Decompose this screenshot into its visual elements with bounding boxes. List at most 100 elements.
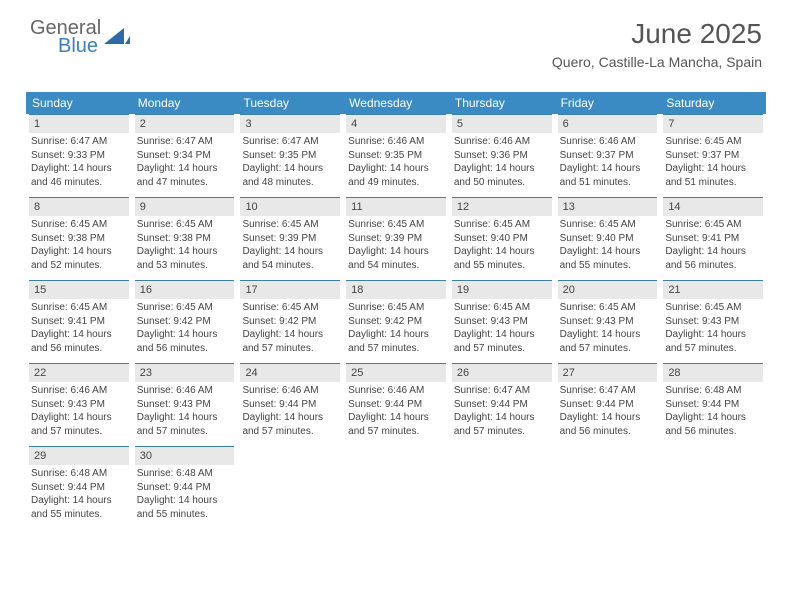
day-cell: 28Sunrise: 6:48 AMSunset: 9:44 PMDayligh… — [660, 363, 766, 446]
sunrise-text: Sunrise: 6:45 AM — [242, 301, 338, 315]
daylight-text: Daylight: 14 hours and 57 minutes. — [454, 328, 550, 355]
daylight-text: Daylight: 14 hours and 55 minutes. — [31, 494, 127, 521]
day-number: 17 — [240, 280, 340, 299]
day-content: Sunrise: 6:47 AMSunset: 9:44 PMDaylight:… — [452, 384, 552, 438]
day-cell: 22 Sunrise: 6:46 AMSunset: 9:43 PMDayligh… — [26, 363, 132, 446]
sunset-text: Sunset: 9:44 PM — [454, 398, 550, 412]
sunset-text: Sunset: 9:40 PM — [454, 232, 550, 246]
daylight-text: Daylight: 14 hours and 48 minutes. — [242, 162, 338, 189]
daylight-text: Daylight: 14 hours and 49 minutes. — [348, 162, 444, 189]
daylight-text: Daylight: 14 hours and 56 minutes. — [137, 328, 233, 355]
sunrise-text: Sunrise: 6:45 AM — [454, 301, 550, 315]
sunrise-text: Sunrise: 6:46 AM — [31, 384, 127, 398]
day-number: 15 — [29, 280, 129, 299]
day-content: Sunrise: 6:45 AMSunset: 9:38 PMDaylight:… — [29, 218, 129, 272]
day-cell: 9 Sunrise: 6:45 AMSunset: 9:38 PMDaylight… — [132, 197, 238, 280]
day-number: 22 — [29, 363, 129, 382]
logo: General Blue — [30, 18, 130, 56]
day-cell: 18Sunrise: 6:45 AMSunset: 9:42 PMDayligh… — [343, 280, 449, 363]
day-content: Sunrise: 6:47 AMSunset: 9:34 PMDaylight:… — [135, 135, 235, 189]
day-cell: 6 Sunrise: 6:46 AMSunset: 9:37 PMDaylight… — [555, 114, 661, 197]
sunrise-text: Sunrise: 6:45 AM — [454, 218, 550, 232]
day-number: 6 — [558, 114, 658, 133]
day-number: 4 — [346, 114, 446, 133]
day-cell: 13 Sunrise: 6:45 AMSunset: 9:40 PMDayligh… — [555, 197, 661, 280]
day-number: 26 — [452, 363, 552, 382]
day-cell: 30Sunrise: 6:48 AMSunset: 9:44 PMDayligh… — [132, 446, 238, 529]
daylight-text: Daylight: 14 hours and 50 minutes. — [454, 162, 550, 189]
week-row: 29Sunrise: 6:48 AMSunset: 9:44 PMDayligh… — [26, 446, 766, 529]
sunrise-text: Sunrise: 6:46 AM — [348, 135, 444, 149]
day-cell: 26 Sunrise: 6:47 AMSunset: 9:44 PMDayligh… — [449, 363, 555, 446]
day-cell: 27Sunrise: 6:47 AMSunset: 9:44 PMDayligh… — [555, 363, 661, 446]
day-number: 9 — [135, 197, 235, 216]
day-number: 21 — [663, 280, 763, 299]
sunrise-text: Sunrise: 6:45 AM — [665, 218, 761, 232]
day-number: 12 — [452, 197, 552, 216]
day-cell: 8Sunrise: 6:45 AMSunset: 9:38 PMDaylight… — [26, 197, 132, 280]
sunrise-text: Sunrise: 6:45 AM — [31, 218, 127, 232]
daylight-text: Daylight: 14 hours and 52 minutes. — [31, 245, 127, 272]
daylight-text: Daylight: 14 hours and 57 minutes. — [560, 328, 656, 355]
daylight-text: Daylight: 14 hours and 54 minutes. — [348, 245, 444, 272]
daylight-text: Daylight: 14 hours and 57 minutes. — [137, 411, 233, 438]
sunset-text: Sunset: 9:40 PM — [560, 232, 656, 246]
sunset-text: Sunset: 9:43 PM — [665, 315, 761, 329]
day-cell: 23Sunrise: 6:46 AMSunset: 9:43 PMDayligh… — [132, 363, 238, 446]
day-cell: 2 Sunrise: 6:47 AMSunset: 9:34 PMDaylight… — [132, 114, 238, 197]
day-content: Sunrise: 6:46 AMSunset: 9:43 PMDaylight:… — [29, 384, 129, 438]
sunset-text: Sunset: 9:37 PM — [665, 149, 761, 163]
sunset-text: Sunset: 9:38 PM — [31, 232, 127, 246]
day-content: Sunrise: 6:45 AMSunset: 9:43 PMDaylight:… — [452, 301, 552, 355]
triangle-icon — [104, 26, 130, 51]
page-title: June 2025 — [552, 18, 762, 50]
sunrise-text: Sunrise: 6:47 AM — [242, 135, 338, 149]
daylight-text: Daylight: 14 hours and 55 minutes. — [454, 245, 550, 272]
day-number: 13 — [558, 197, 658, 216]
logo-text-2: Blue — [58, 36, 101, 56]
day-content: Sunrise: 6:45 AMSunset: 9:40 PMDaylight:… — [558, 218, 658, 272]
sunrise-text: Sunrise: 6:45 AM — [665, 135, 761, 149]
day-cell: 25Sunrise: 6:46 AMSunset: 9:44 PMDayligh… — [343, 363, 449, 446]
day-number: 28 — [663, 363, 763, 382]
sunset-text: Sunset: 9:42 PM — [137, 315, 233, 329]
day-content: Sunrise: 6:46 AMSunset: 9:35 PMDaylight:… — [346, 135, 446, 189]
day-content: Sunrise: 6:45 AMSunset: 9:42 PMDaylight:… — [346, 301, 446, 355]
day-cell: 24Sunrise: 6:46 AMSunset: 9:44 PMDayligh… — [237, 363, 343, 446]
day-number: 2 — [135, 114, 235, 133]
sunrise-text: Sunrise: 6:45 AM — [242, 218, 338, 232]
day-number: 3 — [240, 114, 340, 133]
daylight-text: Daylight: 14 hours and 57 minutes. — [242, 411, 338, 438]
day-number: 19 — [452, 280, 552, 299]
sunset-text: Sunset: 9:39 PM — [242, 232, 338, 246]
day-cell: 3Sunrise: 6:47 AMSunset: 9:35 PMDaylight… — [237, 114, 343, 197]
sunset-text: Sunset: 9:43 PM — [454, 315, 550, 329]
sunrise-text: Sunrise: 6:48 AM — [665, 384, 761, 398]
sunrise-text: Sunrise: 6:45 AM — [560, 218, 656, 232]
day-number: 25 — [346, 363, 446, 382]
day-number: 1 — [29, 114, 129, 133]
day-cell: 5Sunrise: 6:46 AMSunset: 9:36 PMDaylight… — [449, 114, 555, 197]
day-content: Sunrise: 6:45 AMSunset: 9:38 PMDaylight:… — [135, 218, 235, 272]
day-content: Sunrise: 6:45 AMSunset: 9:42 PMDaylight:… — [240, 301, 340, 355]
weekday-header: Tuesday — [237, 92, 343, 114]
daylight-text: Daylight: 14 hours and 55 minutes. — [560, 245, 656, 272]
logo-text: General Blue — [30, 18, 101, 56]
day-cell: 15Sunrise: 6:45 AMSunset: 9:41 PMDayligh… — [26, 280, 132, 363]
day-number: 23 — [135, 363, 235, 382]
daylight-text: Daylight: 14 hours and 46 minutes. — [31, 162, 127, 189]
day-cell: 10Sunrise: 6:45 AMSunset: 9:39 PMDayligh… — [237, 197, 343, 280]
weekday-header: Monday — [132, 92, 238, 114]
day-cell: 1Sunrise: 6:47 AMSunset: 9:33 PMDaylight… — [26, 114, 132, 197]
daylight-text: Daylight: 14 hours and 57 minutes. — [665, 328, 761, 355]
day-cell: 12 Sunrise: 6:45 AMSunset: 9:40 PMDayligh… — [449, 197, 555, 280]
day-number: 14 — [663, 197, 763, 216]
day-content: Sunrise: 6:45 AMSunset: 9:39 PMDaylight:… — [346, 218, 446, 272]
sunset-text: Sunset: 9:35 PM — [348, 149, 444, 163]
day-number: 11 — [346, 197, 446, 216]
sunrise-text: Sunrise: 6:45 AM — [348, 218, 444, 232]
day-cell: 14Sunrise: 6:45 AMSunset: 9:41 PMDayligh… — [660, 197, 766, 280]
sunrise-text: Sunrise: 6:46 AM — [348, 384, 444, 398]
day-content: Sunrise: 6:46 AMSunset: 9:37 PMDaylight:… — [558, 135, 658, 189]
sunrise-text: Sunrise: 6:45 AM — [137, 218, 233, 232]
